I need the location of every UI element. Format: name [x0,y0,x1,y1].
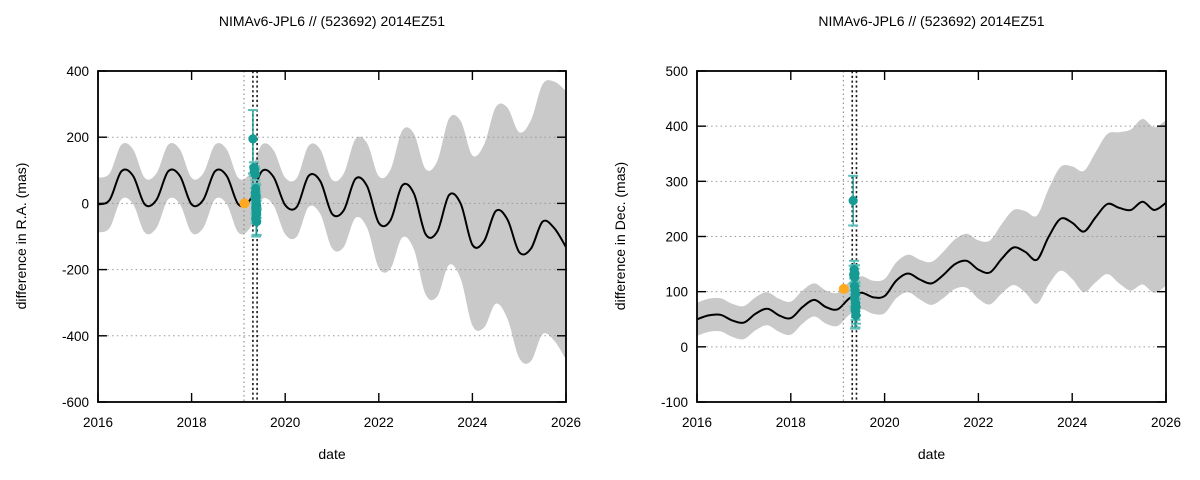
uncertainty-band [98,80,566,364]
y-tick-label: 100 [665,285,688,300]
y-axis-label-dec: difference in Dec. (mas) [612,161,628,311]
x-axis-label-dec: date [917,446,946,462]
chart-dec: 2016 2018 2020 2022 2024 2026 -100 0 100 200 300 40… [661,64,1181,430]
y-tick-label: 400 [665,119,688,134]
highlight-point [838,283,849,294]
x-tick-label: 2018 [177,415,207,430]
y-axis-label-ra: difference in R.A. (mas) [13,162,29,310]
x-tick-label: 2016 [682,415,712,430]
chart-title-dec: NIMAv6-JPL6 // (523692) 2014EZ51 [818,13,1045,29]
x-tick-label: 2020 [270,415,300,430]
x-tick-label: 2016 [83,415,113,430]
y-tick-label: -100 [661,395,688,410]
highlight-point [239,198,250,209]
x-tick-label: 2020 [870,415,900,430]
observation-point [251,205,261,215]
x-tick-label: 2026 [551,415,581,430]
y-tick-label: -400 [62,329,89,344]
observation-point [248,134,258,144]
y-tick-label: 0 [81,196,89,211]
chart-title-ra: NIMAv6-JPL6 // (523692) 2014EZ51 [218,13,446,29]
model-difference-curve [98,168,566,256]
y-tick-label: 400 [66,64,89,79]
chart-ra: 2016 2018 2020 2022 2024 2026 -600 -400 -200 0 200… [62,64,581,430]
x-tick-label: 2026 [1151,415,1181,430]
observation-point [850,268,860,279]
observation-point [848,196,858,206]
x-tick-label: 2022 [364,415,394,430]
y-tick-label: 200 [66,130,89,145]
x-tick-label: 2024 [1057,415,1088,430]
x-tick-label: 2024 [457,415,488,430]
x-tick-label: 2022 [963,415,993,430]
observation-point [850,304,860,314]
x-tick-label: 2018 [776,415,806,430]
model-difference-curve [697,200,1166,324]
y-tick-label: 300 [665,174,688,189]
observation-point [252,217,262,227]
y-tick-label: -200 [62,263,89,278]
uncertainty-band [697,118,1166,340]
y-tick-label: 200 [665,230,688,245]
y-tick-label: -600 [62,395,89,410]
plot-border [97,70,567,403]
x-axis-label-ra: date [318,446,346,462]
observation-point [250,165,260,175]
y-tick-label: 0 [680,340,688,355]
y-tick-label: 500 [665,64,688,79]
